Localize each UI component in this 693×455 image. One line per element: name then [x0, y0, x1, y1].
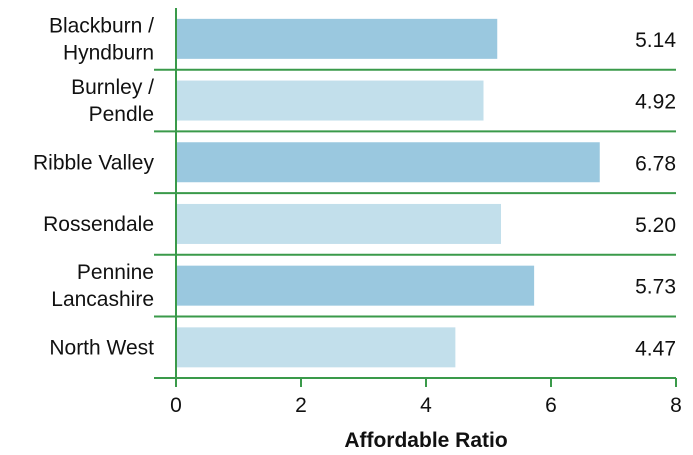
- category-label-line: Ribble Valley: [33, 151, 155, 174]
- bar-1: [176, 80, 484, 121]
- category-label-line: Burnley /: [71, 76, 154, 99]
- bars-layer: [176, 18, 600, 368]
- x-tick-label: 8: [670, 394, 682, 417]
- bar-0: [176, 18, 498, 59]
- x-tick-label: 2: [295, 394, 307, 417]
- category-label: Blackburn / Hyndburn: [49, 14, 154, 64]
- category-label-line: Pendle: [89, 103, 154, 126]
- category-label-line: Hyndburn: [63, 41, 154, 64]
- value-label: 5.20: [635, 214, 676, 237]
- bar-4: [176, 265, 535, 306]
- category-label: Burnley / Pendle: [71, 76, 154, 126]
- x-tick-label: 0: [170, 394, 182, 417]
- x-tick-label: 4: [420, 394, 432, 417]
- labels-layer: 0 2 4 6 8 Blackburn / Hyndburn Burnley / Pendle R…: [33, 14, 682, 417]
- category-label: Ribble Valley: [33, 151, 155, 174]
- bar-2: [176, 142, 600, 183]
- value-label: 4.92: [635, 91, 676, 114]
- value-label: 5.14: [635, 29, 676, 52]
- x-tick-label: 6: [545, 394, 557, 417]
- category-label-line: Lancashire: [51, 288, 154, 311]
- bar-3: [176, 203, 501, 244]
- category-label-line: Blackburn /: [49, 14, 154, 37]
- value-label: 5.73: [635, 276, 676, 299]
- category-label-line: North West: [49, 336, 154, 359]
- value-label: 4.47: [635, 337, 676, 360]
- bar-5: [176, 327, 456, 368]
- category-label-line: Pennine: [77, 261, 154, 284]
- value-label: 6.78: [635, 152, 676, 175]
- category-label: Rossendale: [43, 213, 154, 236]
- category-label: North West: [49, 336, 154, 359]
- axes-layer: [154, 8, 677, 387]
- category-label: Pennine Lancashire: [51, 261, 154, 311]
- x-axis-title: Affordable Ratio: [344, 429, 507, 452]
- category-label-line: Rossendale: [43, 213, 154, 236]
